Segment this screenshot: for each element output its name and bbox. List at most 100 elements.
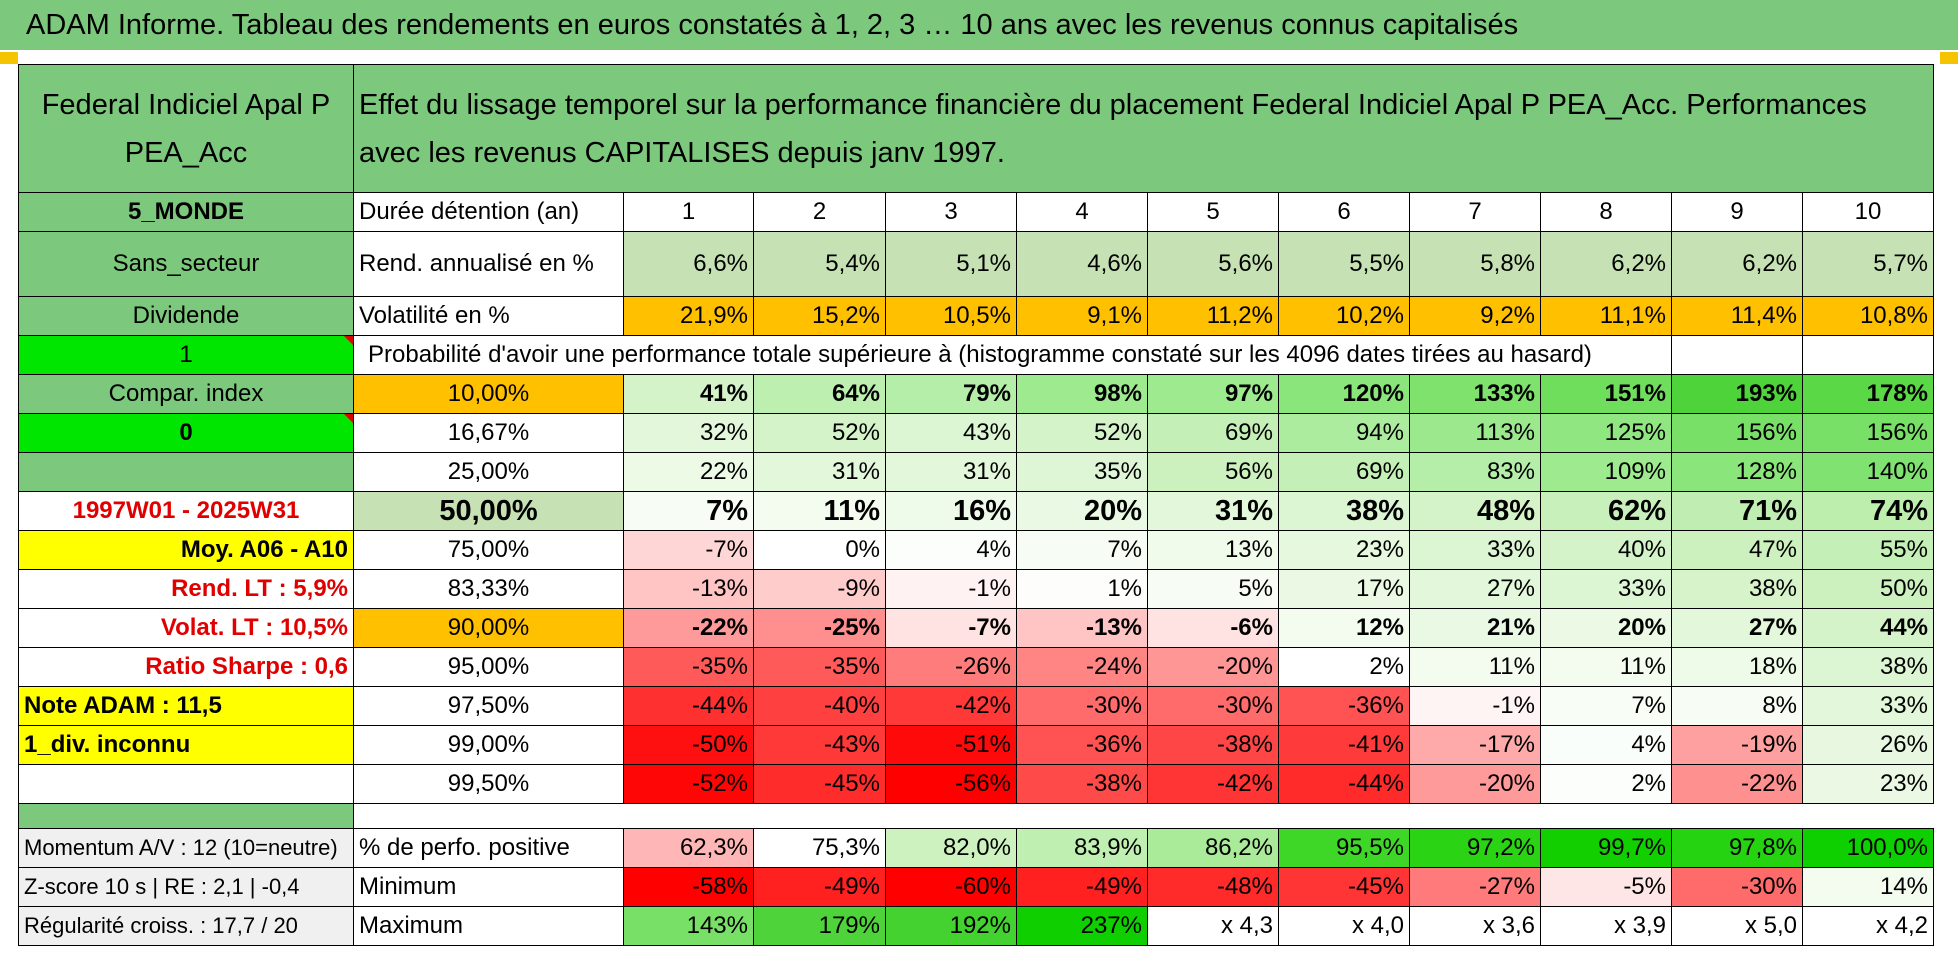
probability-value-cell: 44% [1802, 608, 1934, 648]
probability-value-cell: -30% [1016, 686, 1148, 726]
minimum-cell: 14% [1802, 867, 1934, 907]
probability-value-cell: -13% [1016, 608, 1148, 648]
probability-value-cell: 31% [885, 452, 1017, 492]
probability-value-cell: -36% [1016, 725, 1148, 765]
probability-value-cell: 113% [1409, 413, 1541, 453]
probability-value-cell: 11% [1540, 647, 1672, 687]
probability-value-cell: 16% [885, 491, 1017, 531]
positive-cell: 83,9% [1016, 828, 1148, 868]
probability-value-cell: 97% [1147, 374, 1279, 414]
note-adam-cell: Note ADAM : 11,5 [18, 686, 354, 726]
minimum-cell: -27% [1409, 867, 1541, 907]
probability-value-cell: 52% [753, 413, 886, 453]
probability-value-cell: 69% [1147, 413, 1279, 453]
momentum-cell: Momentum A/V : 12 (10=neutre) [18, 828, 354, 868]
positive-cell: 75,3% [753, 828, 886, 868]
probability-level-cell: 50,00% [353, 491, 624, 531]
maximum-cell: x 4,2 [1802, 906, 1934, 946]
probability-value-cell: -19% [1671, 725, 1803, 765]
fund-description-cell: Effet du lissage temporel sur la perform… [353, 64, 1934, 193]
probability-value-cell: 193% [1671, 374, 1803, 414]
ratio-sharpe-cell: Ratio Sharpe : 0,6 [18, 647, 354, 687]
positive-row: Momentum A/V : 12 (10=neutre) % de perfo… [18, 828, 1934, 868]
minimum-cell: -30% [1671, 867, 1803, 907]
probability-value-cell: 31% [1147, 491, 1279, 531]
probability-value-cell: 83% [1409, 452, 1541, 492]
probability-value-cell: 12% [1278, 608, 1410, 648]
positive-cell: 99,7% [1540, 828, 1672, 868]
probability-value-cell: 41% [623, 374, 754, 414]
performance-table: Federal Indiciel Apal P PEA_Acc Effet du… [18, 64, 1934, 946]
volatility-cell: 10,5% [885, 296, 1017, 336]
minimum-cell: -58% [623, 867, 754, 907]
probability-value-cell: 140% [1802, 452, 1934, 492]
probability-value-cell: -6% [1147, 608, 1279, 648]
probability-row: Rend. LT : 5,9% 83,33% -13% -9% -1% 1% 5… [18, 569, 1934, 609]
probability-value-cell: 20% [1540, 608, 1672, 648]
empty-cell [1671, 335, 1803, 375]
probability-value-cell: -42% [1147, 764, 1279, 804]
annual-return-cell: 5,4% [753, 231, 886, 297]
probability-value-cell: -35% [623, 647, 754, 687]
probability-value-cell: -22% [1671, 764, 1803, 804]
annual-return-cell: 6,2% [1540, 231, 1672, 297]
probability-value-cell: 27% [1671, 608, 1803, 648]
probability-row: 0 16,67% 32% 52% 43% 52% 69% 94% 113% 12… [18, 413, 1934, 453]
compar-index-cell: Compar. index [18, 374, 354, 414]
year-cell: 8 [1540, 192, 1672, 232]
probability-level-cell: 97,50% [353, 686, 624, 726]
dividend-label-cell: Dividende [18, 296, 354, 336]
probability-value-cell: 7% [1016, 530, 1148, 570]
probability-value-cell: -41% [1278, 725, 1410, 765]
probability-value-cell: 33% [1802, 686, 1934, 726]
positive-cell: 95,5% [1278, 828, 1410, 868]
report-title: ADAM Informe. Tableau des rendements en … [0, 0, 1958, 52]
probability-value-cell: -45% [753, 764, 886, 804]
corner-marker-left [0, 52, 18, 64]
probability-value-cell: 0% [753, 530, 886, 570]
dividend-input-cell[interactable]: 1 [18, 335, 354, 375]
probability-value-cell: 62% [1540, 491, 1672, 531]
volat-lt-cell: Volat. LT : 10,5% [18, 608, 354, 648]
maximum-cell: 192% [885, 906, 1017, 946]
probability-value-cell: -1% [1409, 686, 1541, 726]
compar-index-input-cell[interactable]: 0 [18, 413, 354, 453]
probability-value-cell: 1% [1016, 569, 1148, 609]
probability-value-cell: 156% [1802, 413, 1934, 453]
year-cell: 4 [1016, 192, 1148, 232]
probability-value-cell: 18% [1671, 647, 1803, 687]
zscore-cell: Z-score 10 s | RE : 2,1 | -0,4 [18, 867, 354, 907]
probability-row: Note ADAM : 11,5 97,50% -44% -40% -42% -… [18, 686, 1934, 726]
regularite-cell: Régularité croiss. : 17,7 / 20 [18, 906, 354, 946]
annual-return-cell: 5,8% [1409, 231, 1541, 297]
probability-value-cell: -9% [753, 569, 886, 609]
probability-value-cell: -17% [1409, 725, 1541, 765]
duration-row: 5_MONDE Durée détention (an) 1 2 3 4 5 6… [18, 192, 1934, 232]
probability-value-cell: 64% [753, 374, 886, 414]
probability-value-cell: 43% [885, 413, 1017, 453]
probability-value-cell: 7% [1540, 686, 1672, 726]
probability-value-cell: 38% [1278, 491, 1410, 531]
corner-marker-right [1940, 52, 1958, 64]
probability-value-cell: -43% [753, 725, 886, 765]
probability-row: Ratio Sharpe : 0,6 95,00% -35% -35% -26%… [18, 647, 1934, 687]
probability-value-cell: -44% [1278, 764, 1410, 804]
maximum-cell: x 5,0 [1671, 906, 1803, 946]
maximum-row: Régularité croiss. : 17,7 / 20 Maximum 1… [18, 906, 1934, 946]
spacer-row [18, 803, 1934, 829]
probability-level-cell: 83,33% [353, 569, 624, 609]
volatility-label: Volatilité en % [353, 296, 624, 336]
probability-value-cell: 2% [1540, 764, 1672, 804]
annual-return-cell: 5,5% [1278, 231, 1410, 297]
probability-row: 1_div. inconnu 99,00% -50% -43% -51% -36… [18, 725, 1934, 765]
probability-row: Moy. A06 - A10 75,00% -7% 0% 4% 7% 13% 2… [18, 530, 1934, 570]
maximum-cell: 179% [753, 906, 886, 946]
sector-cell: Sans_secteur [18, 231, 354, 297]
annual-return-row: Sans_secteur Rend. annualisé en % 6,6% 5… [18, 231, 1934, 297]
probability-value-cell: -40% [753, 686, 886, 726]
probability-value-cell: 178% [1802, 374, 1934, 414]
volatility-cell: 15,2% [753, 296, 886, 336]
probability-value-cell: 5% [1147, 569, 1279, 609]
duration-label: Durée détention (an) [353, 192, 624, 232]
annual-return-cell: 5,1% [885, 231, 1017, 297]
